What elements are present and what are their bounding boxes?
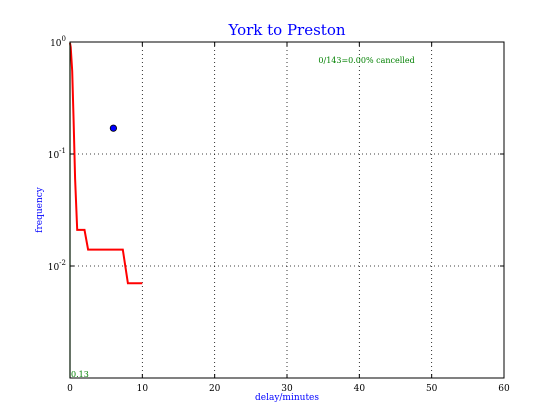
- axis-ticks: 0 10 20 30 40 50 60 10-2 10-1 100: [48, 35, 510, 394]
- cancelled-annotation: 0/143=0.00% cancelled: [318, 56, 414, 65]
- x-tick-label: 60: [498, 384, 510, 394]
- chart-title: York to Preston: [227, 21, 345, 39]
- data-point: [109, 124, 118, 132]
- vline-annotation: 0.13: [71, 370, 89, 379]
- x-tick-label: 30: [281, 384, 293, 394]
- x-tick-label: 50: [426, 384, 438, 394]
- x-tick-label: 0: [67, 384, 73, 394]
- x-tick-label: 40: [354, 384, 366, 394]
- y-tick-label: 100: [50, 35, 66, 49]
- x-tick-label: 20: [209, 384, 221, 394]
- y-tick-label: 10-1: [48, 147, 66, 161]
- x-tick-label: 10: [137, 384, 149, 394]
- x-axis-label: delay/minutes: [255, 393, 319, 403]
- series-line: [69, 42, 143, 285]
- y-axis-label: frequency: [35, 186, 45, 233]
- y-tick-label: 10-2: [48, 259, 66, 273]
- grid-lines: [70, 42, 504, 378]
